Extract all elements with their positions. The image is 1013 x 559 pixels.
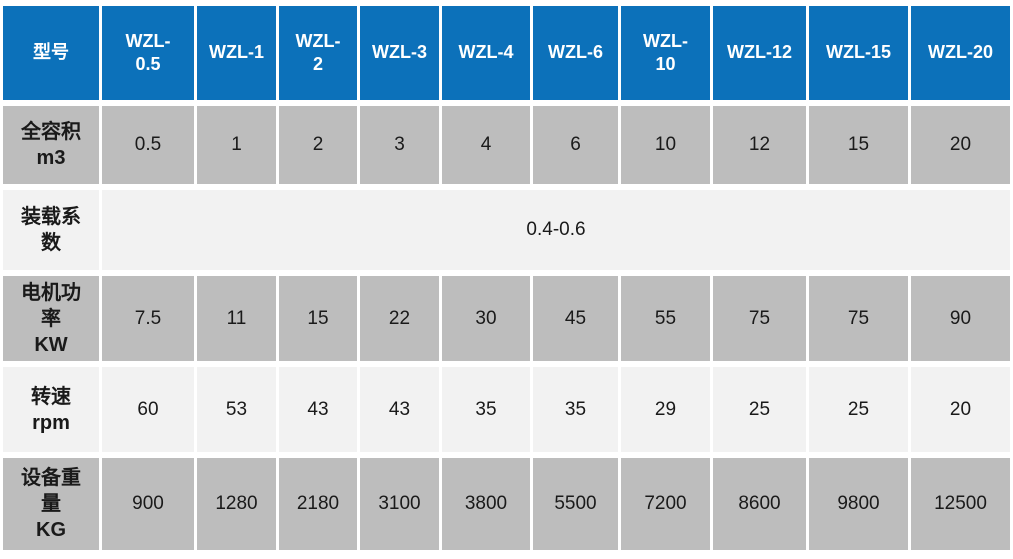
value-cell: 75 xyxy=(809,276,908,361)
value-cell: 3800 xyxy=(442,458,530,550)
value-cell: 75 xyxy=(713,276,806,361)
row-label-total-volume: 全容积 m3 xyxy=(3,106,99,184)
value-cell: 90 xyxy=(911,276,1010,361)
value-cell: 6 xyxy=(533,106,618,184)
value-cell: 25 xyxy=(713,367,806,452)
header-cell-model: WZL-15 xyxy=(809,6,908,100)
value-cell: 900 xyxy=(102,458,194,550)
header-cell-model: WZL-1 xyxy=(197,6,276,100)
header-cell-model: WZL-20 xyxy=(911,6,1010,100)
value-cell: 7200 xyxy=(621,458,710,550)
header-cell-model: WZL- 10 xyxy=(621,6,710,100)
value-cell: 3100 xyxy=(360,458,439,550)
value-cell: 15 xyxy=(809,106,908,184)
value-cell: 60 xyxy=(102,367,194,452)
value-cell-span: 0.4-0.6 xyxy=(102,190,1010,270)
row-loading-coefficient: 装载系 数 0.4-0.6 xyxy=(3,190,1010,270)
value-cell: 45 xyxy=(533,276,618,361)
row-rotation-speed: 转速 rpm 60 53 43 43 35 35 29 25 25 20 xyxy=(3,367,1010,452)
value-cell: 3 xyxy=(360,106,439,184)
value-cell: 20 xyxy=(911,106,1010,184)
value-cell: 4 xyxy=(442,106,530,184)
row-motor-power: 电机功 率 KW 7.5 11 15 22 30 45 55 75 75 90 xyxy=(3,276,1010,361)
value-cell: 2180 xyxy=(279,458,357,550)
value-cell: 25 xyxy=(809,367,908,452)
value-cell: 20 xyxy=(911,367,1010,452)
row-equipment-weight: 设备重 量 KG 900 1280 2180 3100 3800 5500 72… xyxy=(3,458,1010,550)
row-total-volume: 全容积 m3 0.5 1 2 3 4 6 10 12 15 20 xyxy=(3,106,1010,184)
header-cell-model: WZL- 2 xyxy=(279,6,357,100)
value-cell: 9800 xyxy=(809,458,908,550)
value-cell: 29 xyxy=(621,367,710,452)
row-label-loading-coefficient: 装载系 数 xyxy=(3,190,99,270)
row-label-motor-power: 电机功 率 KW xyxy=(3,276,99,361)
header-cell-model: WZL-3 xyxy=(360,6,439,100)
value-cell: 55 xyxy=(621,276,710,361)
value-cell: 22 xyxy=(360,276,439,361)
value-cell: 5500 xyxy=(533,458,618,550)
value-cell: 1 xyxy=(197,106,276,184)
corner-label-model: 型号 xyxy=(3,6,99,100)
row-label-rotation-speed: 转速 rpm xyxy=(3,367,99,452)
row-label-equipment-weight: 设备重 量 KG xyxy=(3,458,99,550)
value-cell: 0.5 xyxy=(102,106,194,184)
header-cell-model: WZL-6 xyxy=(533,6,618,100)
header-cell-model: WZL-12 xyxy=(713,6,806,100)
value-cell: 35 xyxy=(533,367,618,452)
value-cell: 8600 xyxy=(713,458,806,550)
value-cell: 7.5 xyxy=(102,276,194,361)
value-cell: 30 xyxy=(442,276,530,361)
value-cell: 12500 xyxy=(911,458,1010,550)
header-row: 型号 WZL- 0.5 WZL-1 WZL- 2 WZL-3 WZL-4 WZL… xyxy=(3,6,1010,100)
value-cell: 53 xyxy=(197,367,276,452)
value-cell: 1280 xyxy=(197,458,276,550)
value-cell: 10 xyxy=(621,106,710,184)
value-cell: 43 xyxy=(360,367,439,452)
value-cell: 43 xyxy=(279,367,357,452)
value-cell: 2 xyxy=(279,106,357,184)
value-cell: 15 xyxy=(279,276,357,361)
value-cell: 12 xyxy=(713,106,806,184)
value-cell: 35 xyxy=(442,367,530,452)
header-cell-model: WZL- 0.5 xyxy=(102,6,194,100)
value-cell: 11 xyxy=(197,276,276,361)
header-cell-model: WZL-4 xyxy=(442,6,530,100)
